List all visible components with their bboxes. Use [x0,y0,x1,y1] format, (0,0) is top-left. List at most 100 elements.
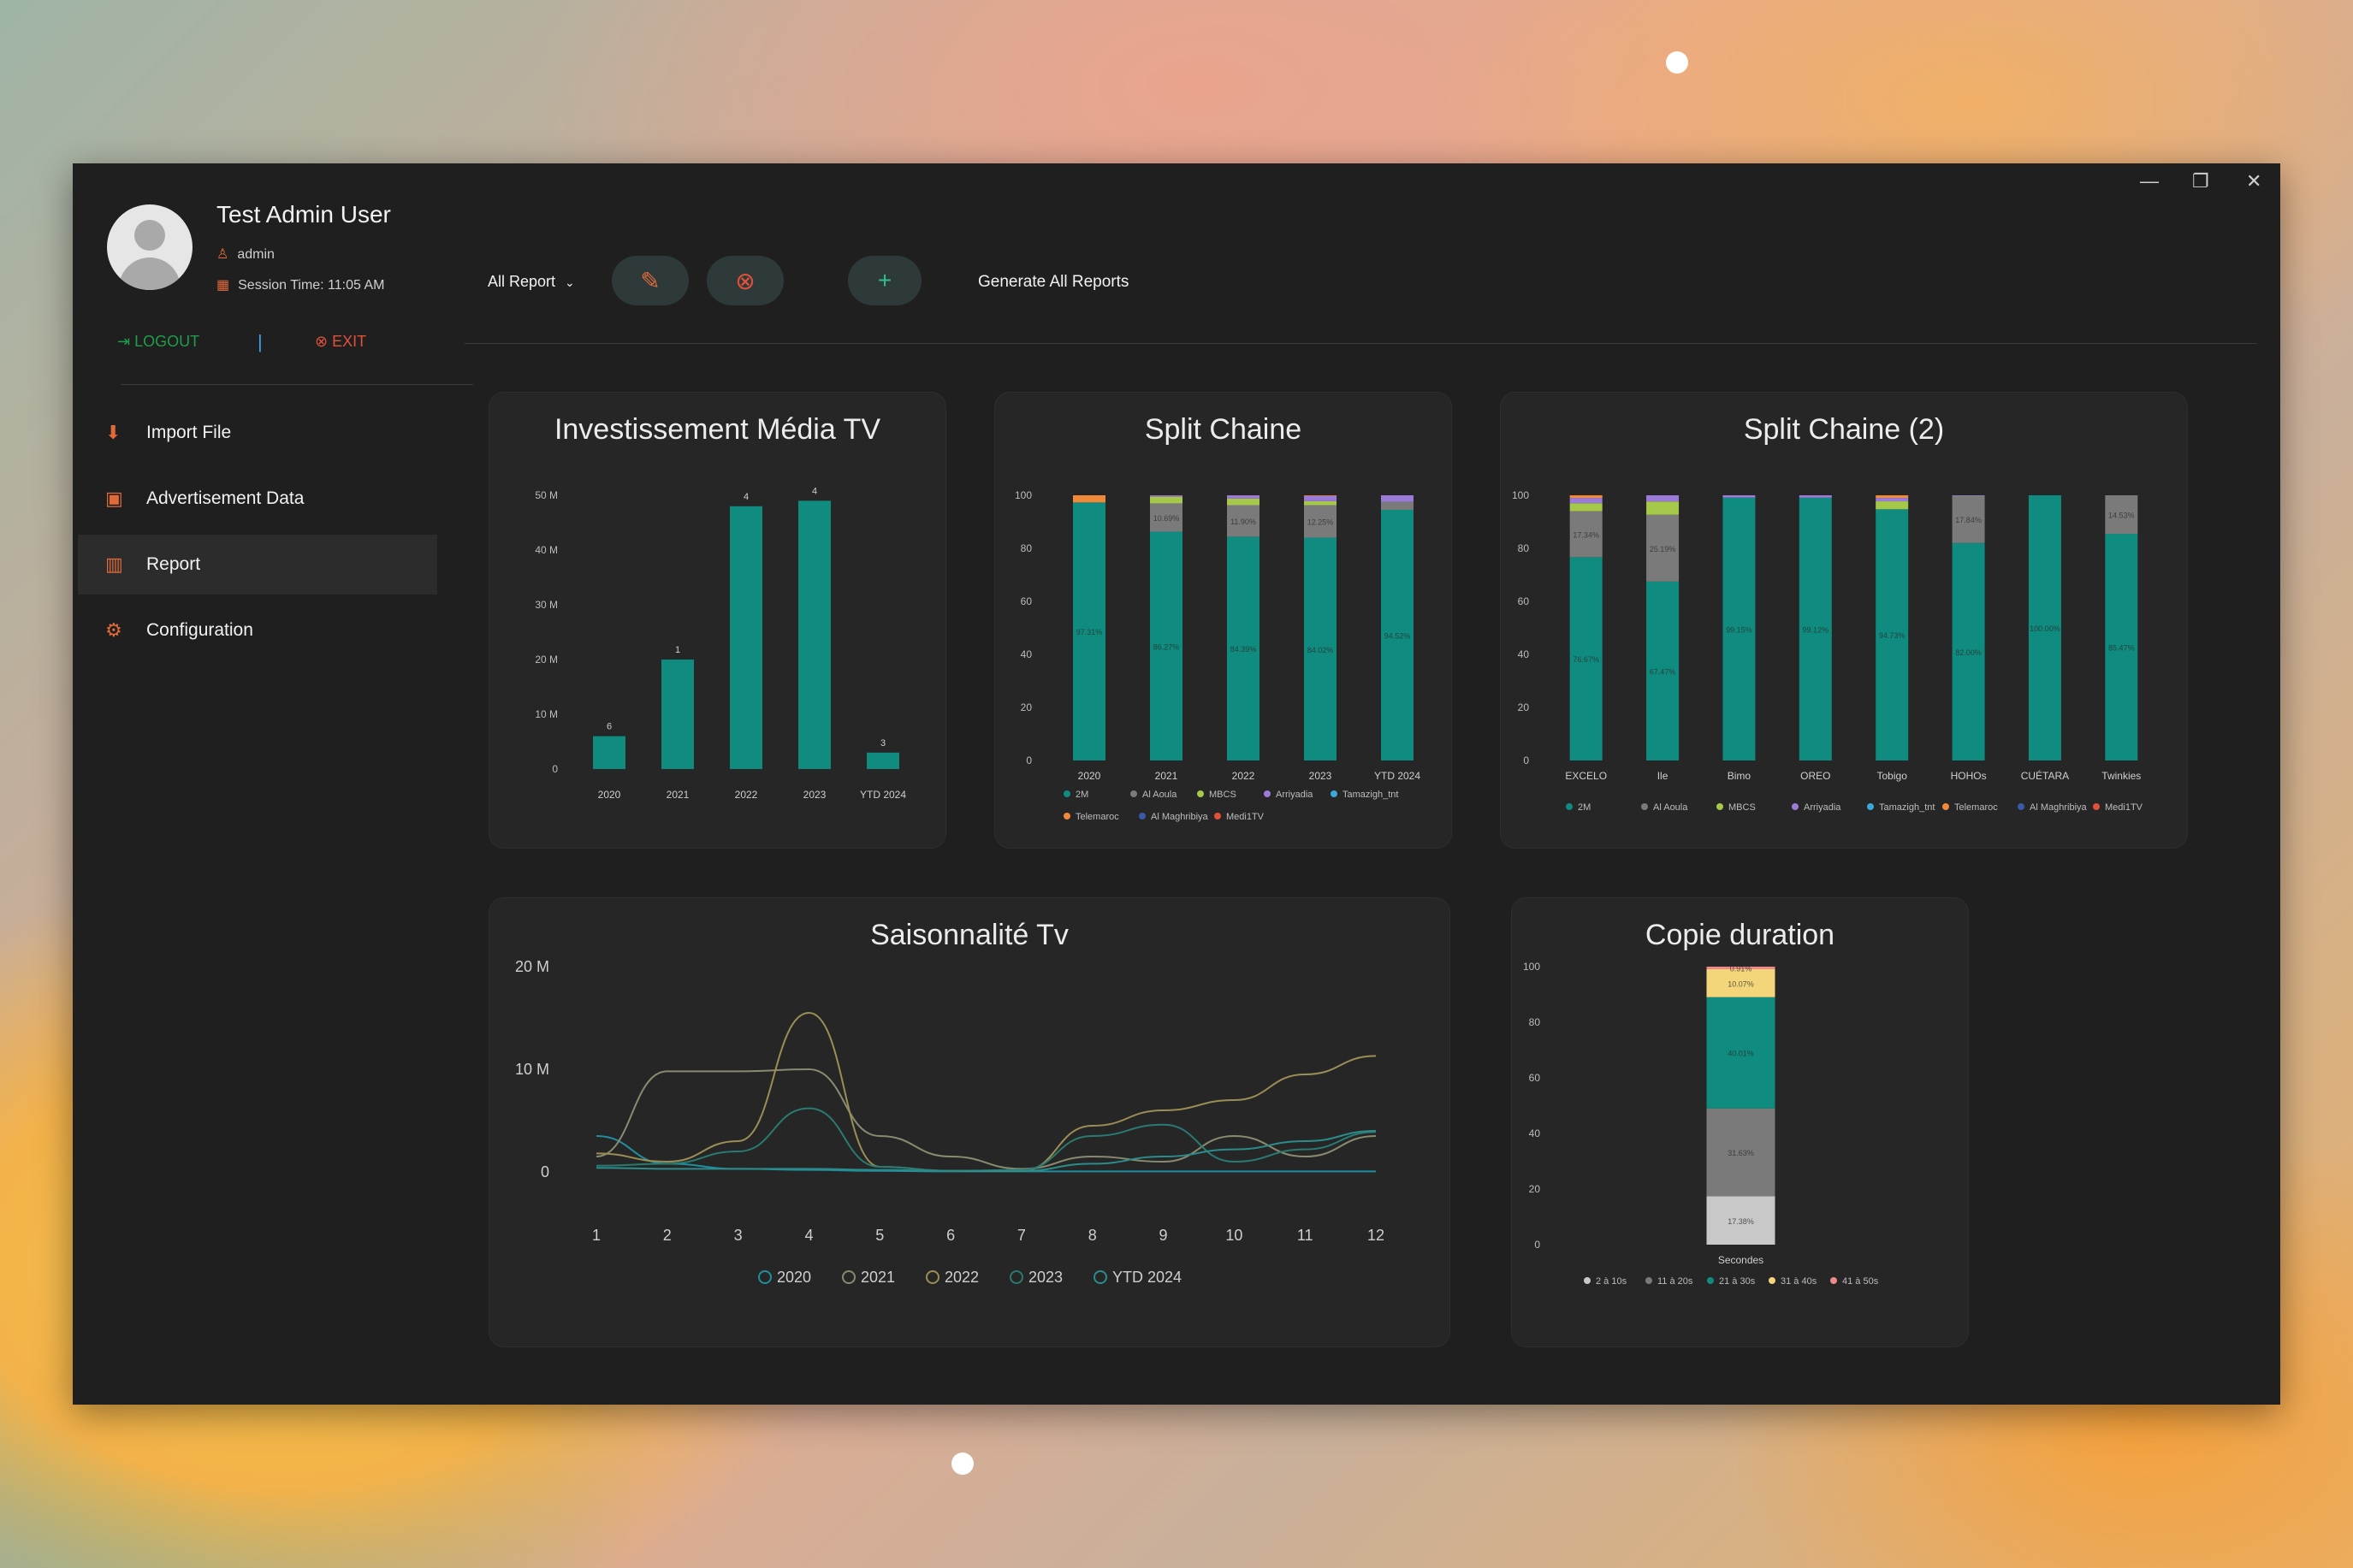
legend-label: 2021 [861,1269,895,1286]
bar-segment [1876,495,1909,499]
bar-segment [1304,537,1337,760]
legend-marker [1867,803,1874,810]
bar-segment [1706,1196,1775,1245]
edit-button[interactable]: ✎ [612,256,689,305]
bar-segment [1799,497,1832,760]
logout-button[interactable]: ⇥ LOGOUT [117,333,199,351]
bar-segment [1646,581,1680,760]
data-label: 1 [675,645,680,655]
y-tick-label: 20 [1529,1183,1541,1195]
x-tick-label: YTD 2024 [860,789,906,801]
minimize-icon[interactable]: — [2140,170,2159,192]
bar-segment [1876,498,1909,502]
add-button[interactable]: + [848,256,922,305]
y-tick-label: 100 [1523,961,1540,973]
generate-all-reports-button[interactable]: Generate All Reports [978,273,1129,291]
bar [798,500,831,769]
legend-marker [1010,1270,1023,1284]
y-tick-label: 60 [1021,595,1033,607]
x-tick-label: 2022 [1232,770,1255,782]
sidebar-item-label: Configuration [146,620,253,640]
bar-chart-icon: ▥ [105,553,123,575]
bar-segment [1569,557,1603,760]
bar-segment [1569,495,1603,499]
bar-segment [1227,536,1259,760]
sidebar-item-report[interactable]: ▥ Report [78,535,437,595]
sidebar-item-import-file[interactable]: ⬇ Import File [78,403,437,463]
bar-segment [2105,495,2138,535]
pencil-icon: ✎ [640,267,661,294]
legend-marker [1641,803,1648,810]
legend-label: Al Maghribiya [1151,812,1209,822]
stacked-bar-chart-copie-duration: 0 20 40 60 80 100 17.38% 31.63% 40.01% 10.07% 0.91… [1523,961,1879,1287]
y-tick-label: 40 [1529,1127,1541,1139]
legend-label: Telemaroc [1076,812,1119,822]
x-tick-label: 2020 [598,789,621,801]
x-tick-label: 2023 [803,789,827,801]
exit-button[interactable]: ⊗ EXIT [315,333,366,351]
x-tick-label: Ile [1657,770,1668,782]
legend-label: 2M [1076,790,1088,800]
y-tick-label: 0 [552,763,558,775]
bar-segment [1569,511,1603,558]
exit-label: EXIT [332,333,367,350]
data-label: 84.02% [1307,646,1334,654]
y-tick-label: 20 M [535,654,558,666]
close-icon[interactable]: ✕ [2246,170,2262,192]
x-tick-label: 2022 [735,789,758,801]
exit-icon: ⊗ [315,333,333,350]
bar-segment [1952,495,1985,543]
legend-marker [1716,803,1723,810]
legend-label: Medi1TV [2105,802,2143,813]
stacked-bar-chart-split-chaine: 0 20 40 60 80 100 97.31% 2020 86.27% 10.69% 2021 84… [1015,489,1420,822]
bar-segment [1304,495,1337,496]
card-saisonnalite: Saisonnalité Tv 0 10 M 20 M 1 2 3 4 5 6 7 8 9 10 11 12… [489,897,1450,1347]
bar-segment [1304,495,1337,501]
chart-title: Split Chaine [1144,413,1302,446]
bar-segment [1304,500,1337,506]
download-icon: ⬇ [105,422,122,443]
bar-segment [2105,534,2138,760]
session-time-label: Session Time: 11:05 AM [238,278,385,293]
session-time: ▦ Session Time: 11:05 AM [216,276,384,293]
x-tick-label: Twinkies [2101,770,2141,782]
sidebar-item-configuration[interactable]: ⚙ Configuration [78,601,437,660]
legend-marker [1064,813,1070,820]
delete-button[interactable]: ⊗ [707,256,784,305]
data-label: 76.67% [1573,655,1599,664]
x-tick-label: Secondes [1718,1254,1763,1266]
data-label: 11.90% [1230,518,1256,526]
x-tick-label: YTD 2024 [1374,770,1420,782]
legend-label: 2 à 10s [1596,1276,1627,1287]
data-label: 99.15% [1726,625,1752,634]
user-role-label: admin [237,247,275,262]
cancel-icon: ⊗ [735,267,756,294]
y-tick-label: 20 [1518,701,1530,713]
legend-marker [1769,1277,1775,1284]
legend-label: Al Aoula [1653,802,1688,813]
report-select[interactable]: All Report ⌄ [488,273,575,291]
maximize-icon[interactable]: ❐ [2192,170,2209,192]
legend-marker [1064,790,1070,797]
data-label: 14.53% [2108,512,2135,520]
legend-marker [1264,790,1271,797]
y-tick-label: 10 M [535,708,558,720]
y-tick-label: 40 M [535,544,558,556]
y-tick-label: 60 [1518,595,1530,607]
x-tick-label: 10 [1225,1227,1242,1244]
legend-label: Telemaroc [1954,802,1998,813]
avatar [107,204,193,290]
bar-segment [1150,496,1182,504]
bar [593,736,625,769]
legend-label: 2020 [777,1269,811,1286]
y-tick-label: 0 [541,1163,549,1180]
legend-marker [1094,1270,1107,1284]
bar-segment [2028,495,2061,760]
y-tick-label: 30 M [535,599,558,611]
x-tick-label: EXCELO [1565,770,1607,782]
x-tick-label: 2021 [667,789,690,801]
sidebar-item-advertisement-data[interactable]: ▣ Advertisement Data [78,469,437,529]
data-label: 0.91% [1730,964,1752,973]
bar-segment [1569,498,1603,504]
chart-title: Investissement Média TV [554,413,881,446]
